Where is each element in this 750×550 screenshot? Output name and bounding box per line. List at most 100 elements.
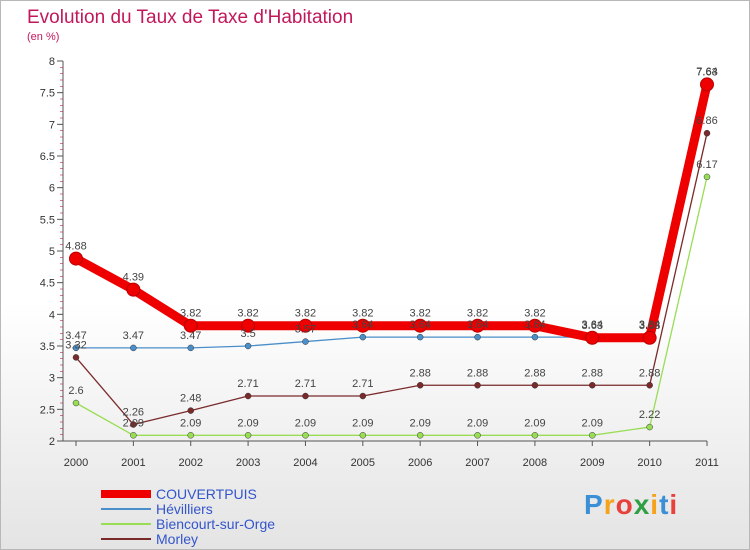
data-point (416, 382, 424, 389)
data-label: 4.88 (65, 241, 86, 253)
data-point (355, 318, 370, 333)
x-tick-label: 2005 (351, 457, 375, 469)
data-point (187, 407, 194, 414)
y-tick-label: 4 (49, 309, 55, 321)
data-point (130, 421, 137, 428)
data-point (241, 318, 256, 333)
x-tick-label: 2004 (293, 457, 317, 469)
data-label: 2.6 (68, 385, 83, 397)
data-point (244, 392, 252, 400)
logo-letter: i (650, 489, 660, 520)
x-tick-label: 2006 (408, 457, 432, 469)
data-point (646, 382, 653, 389)
x-tick-label: 2009 (580, 457, 604, 469)
data-point (302, 338, 309, 345)
y-tick-label: 7 (49, 119, 55, 131)
data-label: 3.64 (524, 319, 545, 331)
data-point (531, 382, 539, 389)
x-tick-label: 2003 (236, 457, 260, 469)
data-label: 2.88 (524, 367, 545, 379)
data-point (72, 354, 80, 361)
data-point (359, 333, 367, 341)
data-point (359, 392, 367, 400)
x-tick-label: 2002 (178, 457, 202, 469)
legend-label: Morley (156, 531, 199, 547)
data-point (130, 344, 137, 352)
y-tick-label: 5 (49, 246, 55, 258)
data-label: 2.09 (237, 417, 258, 429)
data-point (585, 330, 600, 345)
data-label: 2.48 (180, 393, 201, 405)
data-label: 3.32 (65, 339, 86, 351)
data-point (700, 77, 714, 92)
legend-label: Hévilliers (156, 501, 213, 517)
data-label: 2.88 (639, 367, 660, 379)
data-point (298, 318, 313, 333)
data-point (302, 392, 309, 400)
legend-label: Biencourt-sur-Orge (156, 516, 276, 532)
logo-letter: t (659, 489, 670, 520)
point-labels: 4.88 4.39 3.82 3.82 3.82 3.82 3.82 3.82 3.82 3.63… (65, 66, 717, 429)
data-label: 3.82 (180, 308, 201, 320)
data-label: 2.09 (524, 417, 545, 429)
data-point (589, 382, 596, 389)
data-point (589, 432, 596, 439)
data-point (187, 432, 194, 439)
data-point (244, 342, 252, 350)
x-tick-label: 2007 (465, 457, 489, 469)
data-label: 2.71 (237, 378, 258, 390)
data-point (69, 251, 83, 266)
data-point (72, 344, 80, 352)
data-point (646, 423, 653, 431)
x-tick-label: 2011 (695, 457, 719, 469)
data-point (642, 330, 657, 345)
data-point (531, 333, 539, 341)
y-tick-label: 7.5 (40, 88, 55, 100)
y-tick-label: 2 (49, 436, 55, 448)
data-label: 3.64 (352, 319, 373, 331)
legend-swatch (101, 538, 151, 540)
x-tick-label: 2008 (523, 457, 547, 469)
series-lines (69, 77, 714, 439)
data-point (470, 318, 485, 333)
data-label: 3.64 (639, 319, 660, 331)
data-point (474, 382, 481, 389)
y-tick-label: 6 (49, 183, 55, 195)
data-label: 2.09 (123, 417, 144, 429)
data-point (244, 432, 252, 439)
data-point (183, 318, 198, 333)
chart-title: Evolution du Taux de Taxe d'Habitation (27, 7, 354, 28)
data-label: 3.82 (467, 308, 488, 320)
logo-letter: o (615, 489, 634, 520)
logo-letter: i (669, 489, 679, 520)
y-tick-label: 4.5 (40, 278, 55, 290)
data-point (302, 432, 309, 439)
data-label: 6.86 (696, 115, 717, 127)
data-label: 2.09 (180, 417, 201, 429)
x-tick-label: 2010 (637, 457, 661, 469)
proxiti-logo: Proxiti (584, 489, 678, 521)
x-tick-label: 2000 (64, 457, 88, 469)
data-label: 7.63 (696, 66, 717, 78)
x-tick-label: 2001 (121, 457, 145, 469)
data-point (130, 432, 137, 439)
y-tick-label: 6.5 (40, 151, 55, 163)
data-point (72, 399, 80, 407)
data-label: 3.63 (582, 320, 603, 332)
data-label: 2.88 (467, 367, 488, 379)
data-point (359, 432, 367, 439)
data-label: 3.47 (180, 330, 201, 342)
data-point (703, 173, 711, 181)
data-label: 3.64 (582, 319, 603, 331)
data-label: 2.09 (582, 417, 603, 429)
data-point (527, 318, 542, 333)
data-label: 3.82 (524, 308, 545, 320)
data-label: 3.82 (409, 308, 430, 320)
legend-swatch (101, 490, 151, 498)
data-point (187, 344, 194, 352)
data-label: 3.57 (295, 324, 316, 336)
data-label: 2.88 (582, 367, 603, 379)
data-label: 3.47 (65, 330, 86, 342)
series-line (75, 132, 708, 426)
